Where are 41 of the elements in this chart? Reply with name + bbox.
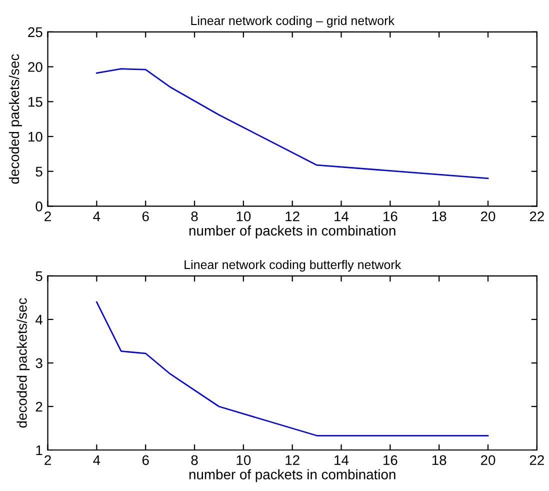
x-tick-label: 12 — [286, 455, 300, 465]
x-tick-label: 16 — [384, 211, 398, 222]
x-tick-label: 2 — [44, 455, 51, 465]
y-axis-title: decoded packets/sec — [16, 298, 30, 428]
y-tick-label: 0 — [36, 202, 42, 212]
x-tick-label: 10 — [236, 211, 251, 222]
x-tick-label: 2 — [44, 211, 51, 222]
y-tick-label: 15 — [28, 97, 42, 107]
y-tick-label: 20 — [28, 62, 42, 72]
x-tick-label: 22 — [530, 211, 544, 222]
x-tick-label: 20 — [480, 455, 496, 466]
y-tick-label: 4 — [35, 314, 42, 324]
line-series — [96, 68, 489, 180]
y-tick-label: 10 — [28, 132, 42, 142]
x-tick-label: 6 — [142, 211, 149, 222]
x-tick-label: 16 — [384, 455, 398, 466]
x-tick-label: 8 — [191, 211, 198, 222]
x-tick-label: 14 — [334, 455, 349, 465]
y-tick-label: 2 — [36, 402, 42, 412]
x-tick-label: 20 — [480, 211, 496, 222]
y-axis-title: decoded packets/sec — [8, 54, 22, 184]
x-tick-label: 6 — [142, 455, 149, 466]
y-tick-label: 25 — [28, 27, 42, 38]
x-axis-title: number of packets in combination — [189, 225, 396, 238]
line-series — [96, 301, 489, 436]
x-tick-label: 18 — [432, 455, 446, 466]
x-tick-label: 18 — [432, 211, 446, 222]
y-tick-label: 5 — [36, 271, 42, 282]
x-tick-label: 12 — [286, 211, 300, 222]
x-tick-label: 14 — [334, 212, 349, 222]
x-tick-label: 4 — [93, 455, 100, 465]
x-tick-label: 22 — [530, 455, 544, 465]
x-tick-label: 4 — [93, 212, 100, 222]
y-tick-label: 5 — [36, 166, 42, 177]
x-axis-title: number of packets in combination — [189, 469, 396, 482]
y-tick-label: 1 — [36, 445, 42, 456]
chart-title: Linear network coding butterfly network — [184, 260, 402, 272]
chart-title: Linear network coding – grid network — [191, 16, 395, 28]
y-tick-label: 3 — [36, 358, 42, 368]
x-tick-label: 8 — [191, 455, 198, 466]
x-tick-label: 10 — [236, 455, 251, 466]
